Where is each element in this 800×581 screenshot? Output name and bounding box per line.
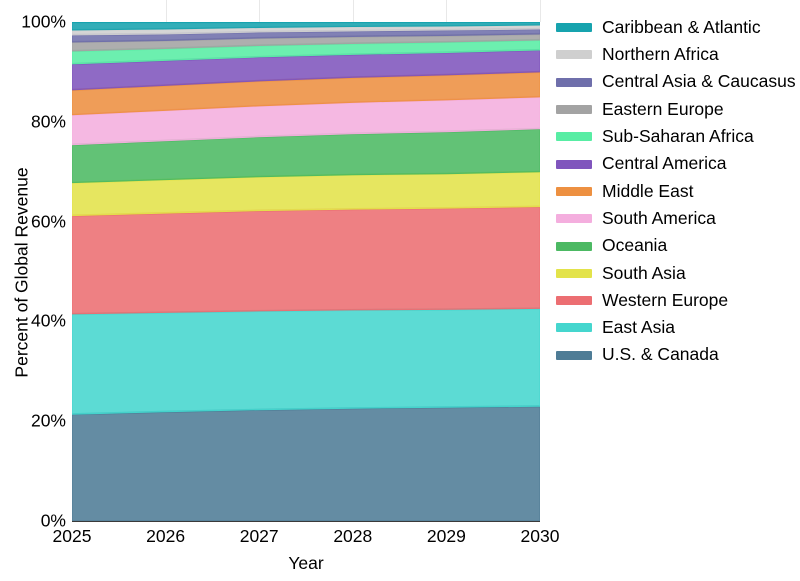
plot-area <box>72 22 540 521</box>
y-tick-label: 60% <box>30 211 66 232</box>
x-tick-label: 2028 <box>333 526 373 546</box>
y-tick-label: 80% <box>30 111 66 132</box>
x-axis-title: Year <box>288 553 324 573</box>
vertical-gridline <box>165 0 167 22</box>
legend-item[interactable]: South America <box>556 205 800 232</box>
legend-item-label: Oceania <box>602 235 668 256</box>
legend-item-label: Sub-Saharan Africa <box>602 126 754 147</box>
vertical-gridline <box>540 0 541 22</box>
legend-item-label: Central America <box>602 153 727 174</box>
legend-swatch-icon <box>556 186 592 196</box>
vertical-gridline <box>352 0 354 22</box>
y-tick-label: 0% <box>40 510 66 531</box>
area-series <box>72 307 540 415</box>
area-series <box>72 206 540 315</box>
legend-item-label: South Asia <box>602 262 686 283</box>
legend-item-label: U.S. & Canada <box>602 344 719 365</box>
chart-legend: Caribbean & Atlantic Northern Africa Centr… <box>556 14 800 369</box>
vertical-gridline <box>259 0 261 22</box>
legend-item-label: East Asia <box>602 317 675 338</box>
legend-item[interactable]: U.S. & Canada <box>556 342 800 369</box>
legend-item[interactable]: Oceania <box>556 232 800 259</box>
y-axis-tick-labels: 0% 20% 40% 60% 80% 100% <box>0 0 66 581</box>
x-tick-label: 2027 <box>239 526 279 546</box>
y-tick-label: 20% <box>30 410 66 431</box>
legend-swatch-icon <box>556 159 592 169</box>
legend-item-label: Northern Africa <box>602 44 719 65</box>
y-axis-title: Percent of Global Revenue <box>11 167 32 378</box>
y-tick-label: 40% <box>30 310 66 331</box>
legend-item[interactable]: East Asia <box>556 314 800 341</box>
legend-item[interactable]: Central Asia & Caucasus <box>556 69 800 96</box>
y-tick-label: 100% <box>21 11 66 32</box>
legend-swatch-icon <box>556 350 592 360</box>
legend-swatch-icon <box>556 214 592 224</box>
legend-item[interactable]: Western Europe <box>556 287 800 314</box>
legend-swatch-icon <box>556 323 592 333</box>
x-tick-label: 2026 <box>146 526 186 546</box>
top-gridlines <box>72 0 541 22</box>
legend-item[interactable]: Central America <box>556 150 800 177</box>
legend-item[interactable]: Eastern Europe <box>556 96 800 123</box>
legend-item[interactable]: South Asia <box>556 260 800 287</box>
legend-item-label: Caribbean & Atlantic <box>602 16 761 37</box>
legend-item[interactable]: Middle East <box>556 178 800 205</box>
x-axis-baseline <box>72 521 540 522</box>
legend-swatch-icon <box>556 77 592 87</box>
area-series <box>72 22 540 31</box>
legend-swatch-icon <box>556 296 592 306</box>
legend-item-label: Western Europe <box>602 289 729 310</box>
legend-swatch-icon <box>556 132 592 142</box>
vertical-gridline <box>446 0 448 22</box>
legend-swatch-icon <box>556 23 592 33</box>
legend-item[interactable]: Northern Africa <box>556 41 800 68</box>
x-tick-label: 2029 <box>426 526 466 546</box>
legend-swatch-icon <box>556 105 592 115</box>
legend-item[interactable]: Caribbean & Atlantic <box>556 14 800 41</box>
stacked-area-series-group <box>72 22 540 521</box>
x-tick-label: 2025 <box>52 526 92 546</box>
legend-item-label: South America <box>602 207 716 228</box>
area-series <box>72 405 540 521</box>
legend-item-label: Central Asia & Caucasus <box>602 71 796 92</box>
x-tick-label: 2030 <box>520 526 560 546</box>
legend-item[interactable]: Sub-Saharan Africa <box>556 123 800 150</box>
legend-swatch-icon <box>556 268 592 278</box>
legend-swatch-icon <box>556 241 592 251</box>
legend-item-label: Middle East <box>602 180 694 201</box>
legend-swatch-icon <box>556 50 592 60</box>
legend-item-label: Eastern Europe <box>602 98 724 119</box>
